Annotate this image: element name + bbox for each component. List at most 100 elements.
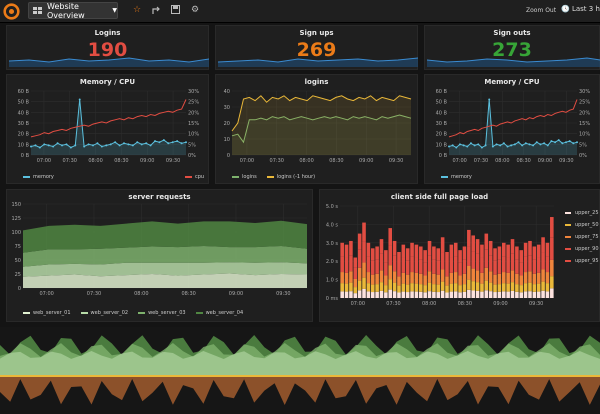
- data-point: [539, 143, 542, 146]
- bar-segment: [493, 292, 497, 298]
- bar-segment: [480, 244, 484, 258]
- data-point: [524, 142, 527, 145]
- area-layer: [0, 351, 600, 375]
- stat-panel-signouts[interactable]: Sign outs 273: [424, 25, 600, 70]
- x-tick-label: 09:30: [529, 301, 543, 307]
- dashboard-picker-button[interactable]: Website Overview ▼: [28, 2, 118, 20]
- bar-segment: [375, 259, 379, 274]
- legend-item[interactable]: cpu: [185, 174, 204, 180]
- data-point: [158, 141, 161, 144]
- bar-segment: [427, 240, 432, 256]
- bar-segment: [440, 252, 445, 270]
- legend-item[interactable]: memory: [441, 174, 472, 180]
- bar-segment: [370, 292, 375, 298]
- panel-title: server requests: [128, 193, 191, 201]
- memory-cpu-chart: 60 B 30% 50 B 25% 40 B 20% 30 B 15% 20 B 10% 10 B 5…: [436, 89, 591, 164]
- legend-item[interactable]: web_server_01: [23, 310, 71, 316]
- save-icon[interactable]: [171, 5, 180, 14]
- x-tick-label: 08:30: [458, 301, 472, 307]
- y-tick-label: 30 B: [18, 121, 30, 127]
- legend-item[interactable]: web_server_03: [138, 310, 186, 316]
- legend-item[interactable]: upper_90: [565, 246, 599, 252]
- bar-segment: [550, 237, 554, 260]
- bar-segment: [384, 292, 388, 298]
- data-point: [480, 146, 483, 149]
- bar-segment: [497, 273, 502, 285]
- bar-segment: [458, 285, 462, 293]
- y2-tick-label: 25%: [579, 100, 590, 106]
- legend-item[interactable]: upper_75: [565, 234, 599, 240]
- gear-icon[interactable]: ⚙: [191, 5, 200, 15]
- y-tick-label: 2.0 s: [326, 259, 339, 265]
- bar-segment: [471, 268, 475, 282]
- graph-panel-memory-cpu[interactable]: Memory / CPU 60 B 30% 50 B 25% 40 B 20% 30 B 15…: [6, 74, 209, 184]
- bar-segment: [528, 282, 532, 292]
- data-point: [171, 141, 174, 144]
- legend-item[interactable]: logins (-1 hour): [266, 174, 315, 180]
- zoom-out-button[interactable]: Zoom Out: [526, 7, 557, 14]
- bar-segment: [405, 284, 410, 293]
- graph-panel-logins[interactable]: logins 40 30 20 10 0 07:00 07:30 08:00 08:30 09:0…: [215, 74, 418, 184]
- chart-legend: memory: [23, 174, 54, 180]
- legend-item[interactable]: memory: [23, 174, 54, 180]
- bar-segment: [357, 249, 362, 268]
- bar-segment: [453, 272, 458, 284]
- star-icon[interactable]: ☆: [133, 5, 142, 15]
- graph-panel-server-requests[interactable]: server requests 150 125 100 75 50 25 0 07:00 07:…: [6, 189, 313, 322]
- data-point: [114, 141, 117, 144]
- bar-segment: [405, 248, 410, 261]
- legend-item[interactable]: upper_95: [565, 258, 599, 264]
- bar-segment: [362, 241, 366, 263]
- top-navbar: Website Overview ▼ ☆ ⚙ Zoom Out 🕓 Last 3…: [0, 0, 600, 23]
- graph-panel-page-load[interactable]: client side full page load 5.0 s 4.0 s 3.0…: [319, 189, 600, 322]
- panel-title: Memory / CPU: [79, 78, 136, 86]
- bar-segment: [445, 276, 449, 286]
- legend-item[interactable]: upper_50: [565, 222, 599, 228]
- sparkline: [218, 57, 418, 67]
- legend-item[interactable]: upper_25: [565, 210, 599, 216]
- bar-segment: [475, 253, 480, 271]
- bar-segment: [401, 257, 406, 273]
- y2-tick-label: 5%: [579, 142, 587, 148]
- bar-segment: [532, 246, 537, 260]
- bar-segment: [506, 283, 510, 292]
- bar-segment: [357, 280, 362, 291]
- bar-segment: [436, 274, 441, 285]
- stat-value: 273: [492, 39, 532, 61]
- legend-item[interactable]: web_server_04: [195, 310, 243, 316]
- grafana-logo-icon[interactable]: [3, 3, 20, 20]
- graph-panel-memory-cpu-2[interactable]: Memory / CPU 60 B 30% 50 B 25% 40 B 20% 30 B 15…: [424, 74, 600, 184]
- stat-panel-signups[interactable]: Sign ups 269: [215, 25, 418, 70]
- time-range-picker[interactable]: 🕓 Last 3 hours: [561, 5, 600, 13]
- y-tick-label: 125: [11, 216, 21, 222]
- stat-panel-logins[interactable]: Logins 190: [6, 25, 209, 70]
- legend-item[interactable]: web_server_02: [80, 310, 128, 316]
- data-point: [167, 142, 170, 145]
- share-icon[interactable]: [152, 5, 162, 15]
- y-tick-label: 0: [227, 153, 230, 159]
- bar-segment: [453, 291, 458, 298]
- bar-segment: [440, 237, 445, 253]
- chart-legend: web_server_01 web_server_02 web_server_0…: [23, 310, 243, 316]
- x-tick-label: 08:00: [422, 301, 436, 307]
- x-tick-label: 08:00: [495, 158, 509, 164]
- panel-title: Memory / CPU: [484, 78, 540, 86]
- bar-segment: [423, 275, 427, 286]
- bar-segment: [475, 239, 480, 254]
- data-point: [92, 144, 94, 147]
- graph-panel-bottom-partial[interactable]: [0, 327, 600, 410]
- data-point: [154, 140, 156, 143]
- bar-segment: [366, 256, 371, 273]
- series-area: [23, 273, 307, 288]
- legend-item[interactable]: logins: [232, 174, 257, 180]
- bar-segment: [340, 272, 344, 284]
- bar-segment: [392, 271, 397, 283]
- bar-segment: [515, 273, 519, 285]
- bar-segment: [497, 259, 502, 274]
- data-point: [546, 144, 549, 147]
- bar-segment: [349, 240, 353, 256]
- data-point: [78, 98, 81, 101]
- bar-segment: [541, 237, 545, 253]
- bar-segment: [545, 242, 550, 257]
- bar-segment: [519, 275, 524, 286]
